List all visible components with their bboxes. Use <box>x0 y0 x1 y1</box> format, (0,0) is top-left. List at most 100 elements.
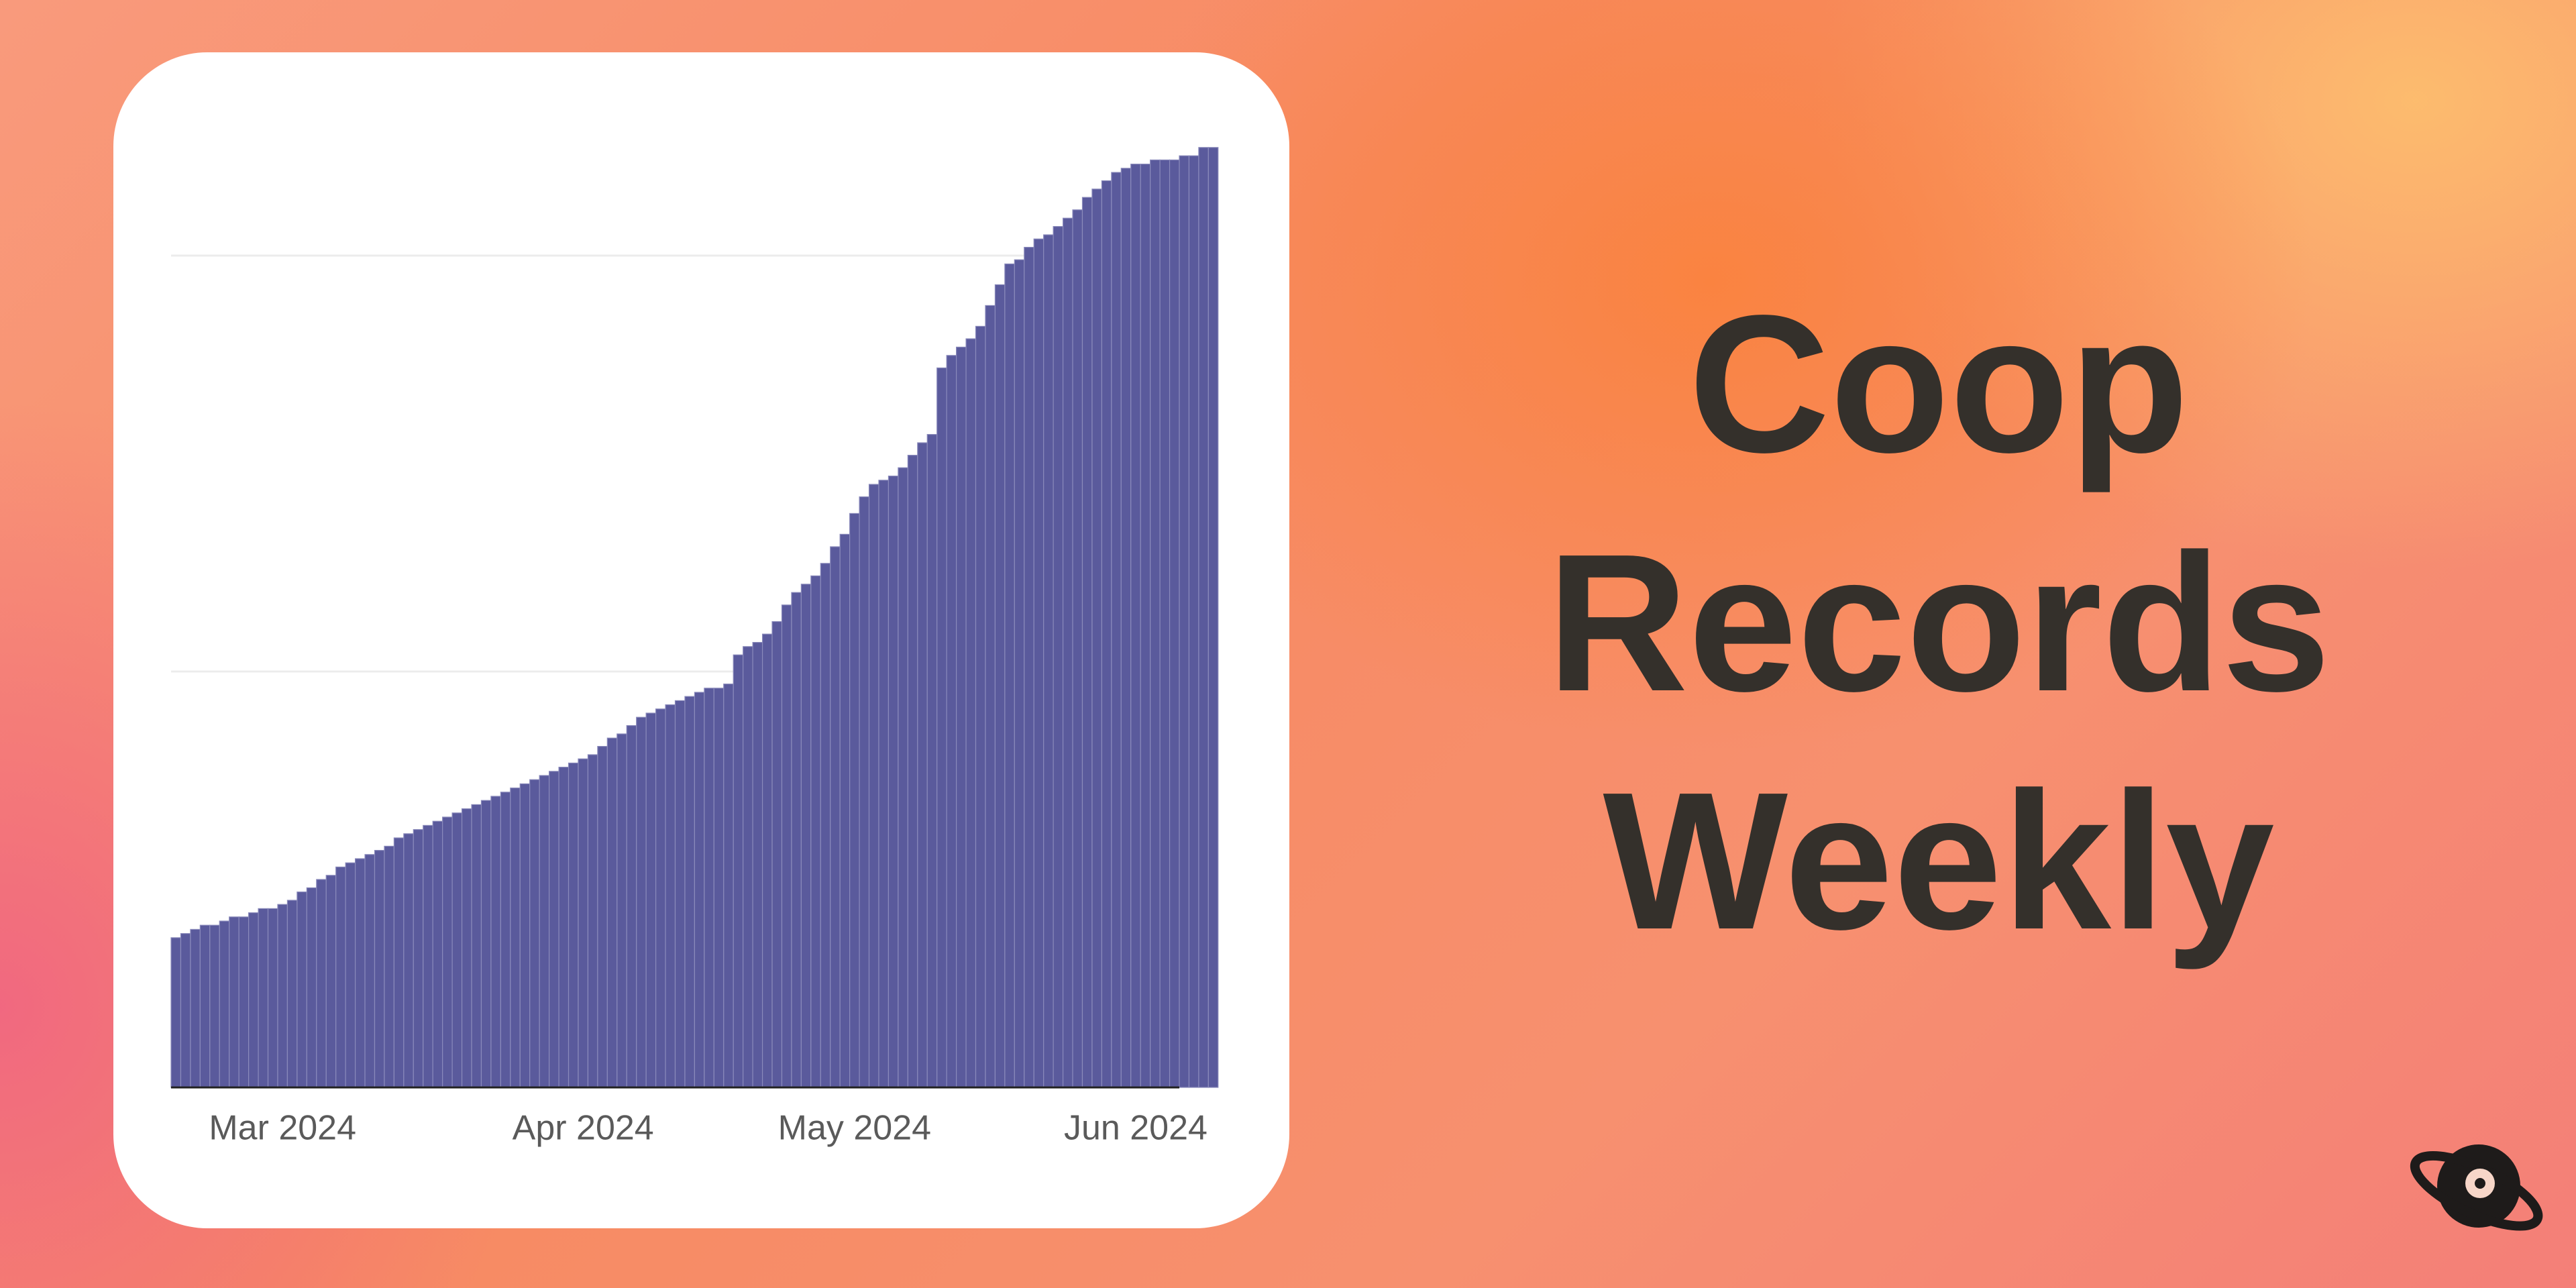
bar <box>761 633 773 1088</box>
bar <box>878 480 890 1088</box>
bar <box>985 305 996 1088</box>
bar <box>286 900 298 1088</box>
bar <box>946 355 957 1088</box>
bar <box>626 724 637 1088</box>
bar <box>704 688 714 1088</box>
bar <box>1043 234 1054 1088</box>
bar <box>936 367 947 1088</box>
bar <box>674 700 686 1088</box>
headline-line: Coop <box>1688 274 2189 494</box>
bar <box>616 733 627 1088</box>
bar <box>1053 226 1064 1088</box>
x-tick-label: Apr 2024 <box>513 1109 654 1148</box>
bar <box>1150 159 1161 1088</box>
bar <box>297 891 307 1088</box>
x-tick-label: Mar 2024 <box>209 1109 356 1148</box>
bar <box>636 716 647 1088</box>
bar <box>810 575 821 1088</box>
bar <box>480 800 492 1088</box>
bar <box>510 787 521 1088</box>
bar <box>1014 259 1025 1088</box>
bar <box>423 824 433 1088</box>
bar <box>403 833 414 1088</box>
bar <box>209 924 220 1088</box>
bar <box>442 816 453 1088</box>
bar <box>1024 247 1034 1088</box>
bar <box>354 858 366 1088</box>
bar <box>1101 180 1112 1088</box>
bar <box>868 484 879 1088</box>
bar <box>1062 217 1073 1088</box>
bar <box>1130 164 1141 1088</box>
bar <box>432 820 443 1088</box>
bar <box>461 808 472 1088</box>
bar <box>684 696 696 1088</box>
bar <box>529 779 540 1088</box>
bar <box>267 908 278 1088</box>
bar <box>345 862 356 1088</box>
bar <box>665 704 676 1088</box>
bar <box>994 284 1006 1088</box>
bar <box>888 475 899 1088</box>
bar <box>898 467 908 1088</box>
bar <box>781 604 792 1088</box>
bar <box>1208 147 1219 1088</box>
bar <box>306 887 317 1088</box>
bar <box>393 837 405 1088</box>
bar <box>694 692 705 1088</box>
bar <box>752 641 763 1088</box>
bar <box>597 745 608 1088</box>
bar <box>1159 159 1171 1088</box>
bar <box>1081 197 1093 1088</box>
bar <box>917 442 928 1088</box>
bar <box>849 513 860 1088</box>
bar <box>568 762 579 1088</box>
bar <box>743 646 753 1088</box>
bar <box>733 654 744 1088</box>
bar <box>839 533 851 1088</box>
logo <box>2410 1144 2543 1231</box>
bar <box>199 924 211 1088</box>
x-tick-label: May 2024 <box>778 1109 931 1148</box>
bar <box>325 875 337 1088</box>
bar <box>820 563 831 1088</box>
chart: Mar 2024 Apr 2024 May 2024 Jun 2024 <box>170 147 1219 1148</box>
bar <box>723 683 734 1088</box>
headline-line: Weekly <box>1603 751 2275 971</box>
bar <box>713 688 724 1088</box>
bar <box>316 879 327 1088</box>
bar <box>500 792 511 1088</box>
bar <box>471 804 482 1088</box>
bar <box>1169 159 1180 1088</box>
bar <box>791 592 802 1088</box>
bar <box>451 812 463 1088</box>
bar <box>1004 263 1015 1088</box>
bar <box>248 912 259 1088</box>
bar <box>975 325 986 1088</box>
bar <box>965 338 977 1088</box>
bar <box>374 849 385 1088</box>
bar <box>519 783 531 1088</box>
bar <box>238 916 250 1088</box>
bar <box>190 928 201 1088</box>
bar <box>771 621 783 1088</box>
bar <box>384 845 394 1088</box>
bar <box>258 908 269 1088</box>
bar <box>335 866 346 1088</box>
bar <box>490 796 501 1088</box>
bar <box>578 758 589 1088</box>
bar <box>926 433 938 1088</box>
bar <box>170 937 182 1088</box>
headline-line: Records <box>1547 513 2330 732</box>
bar <box>229 916 239 1088</box>
bar <box>277 904 288 1088</box>
bar <box>1120 168 1132 1088</box>
bar <box>587 754 598 1088</box>
bar <box>655 708 666 1088</box>
bar <box>1033 238 1044 1088</box>
bar <box>1179 155 1190 1088</box>
bar <box>364 854 376 1088</box>
bar <box>1091 189 1102 1088</box>
